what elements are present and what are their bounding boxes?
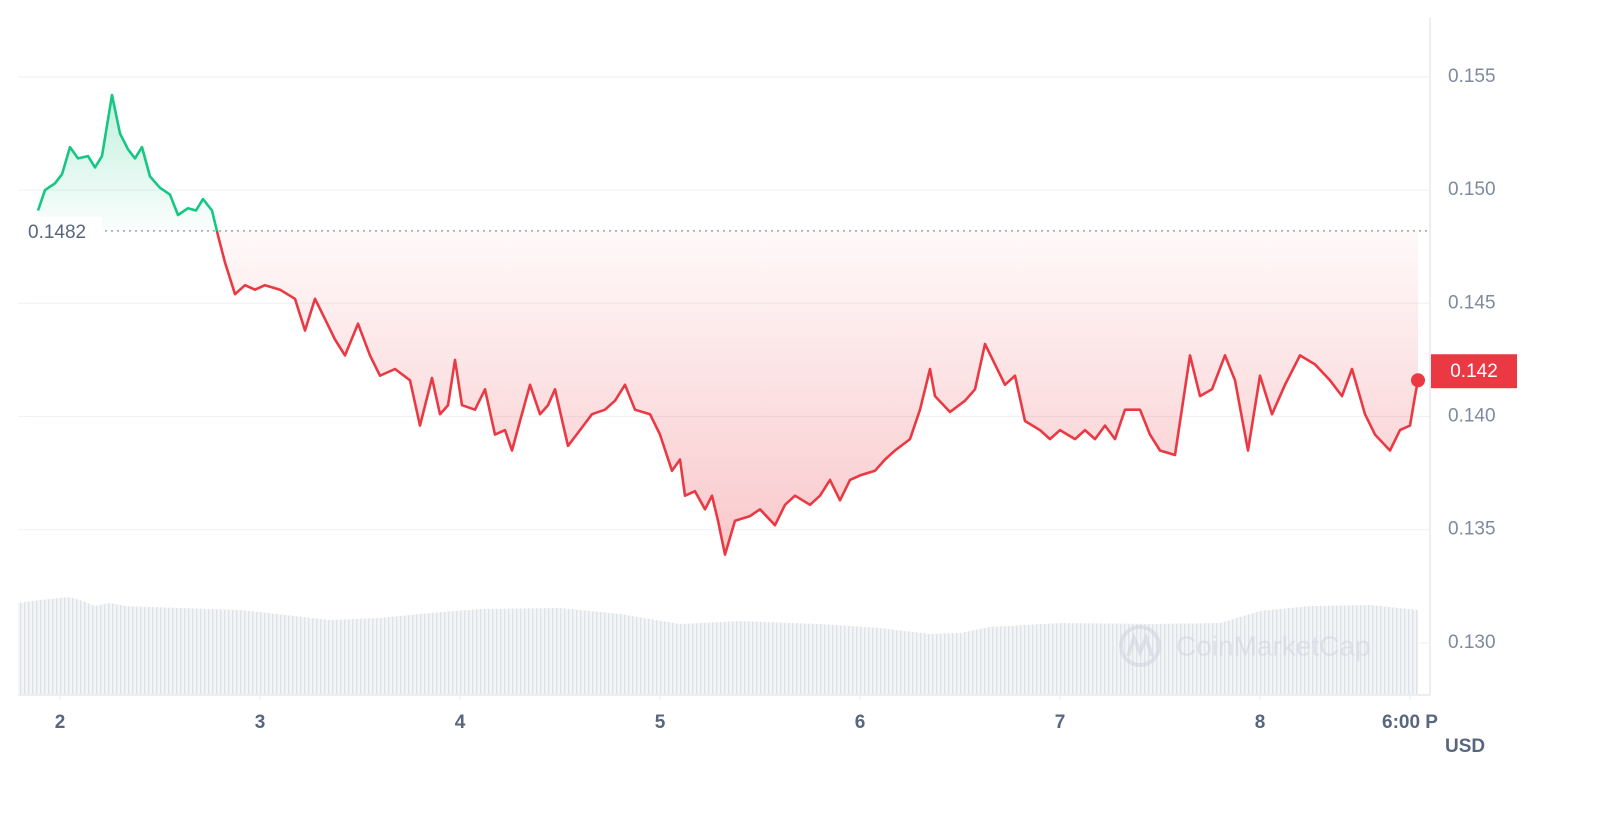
x-tick-label: 4 bbox=[455, 712, 466, 733]
x-tick-label: 3 bbox=[255, 712, 266, 733]
price-area bbox=[38, 95, 1418, 555]
y-tick-label: 0.140 bbox=[1448, 406, 1496, 427]
plot: 0.1482 0.142 bbox=[22, 93, 1517, 556]
x-tick-label: 5 bbox=[655, 712, 666, 733]
y-tick-label: 0.130 bbox=[1448, 632, 1496, 653]
watermark-group: CoinMarketCap bbox=[1119, 625, 1371, 667]
y-tick-label: 0.150 bbox=[1448, 179, 1496, 200]
reference-label: 0.1482 bbox=[28, 222, 86, 243]
y-tick-label: 0.155 bbox=[1448, 66, 1496, 87]
price-line bbox=[36, 93, 1420, 556]
last-price-tag bbox=[1431, 354, 1517, 389]
x-tick-label: 6:00 P bbox=[1382, 712, 1438, 733]
x-tick-label: 6 bbox=[855, 712, 866, 733]
y-tick-label: 0.145 bbox=[1448, 292, 1496, 313]
last-price-label: 0.142 bbox=[1450, 361, 1498, 382]
watermark: CoinMarketCap bbox=[1176, 630, 1371, 661]
x-tick-label: 7 bbox=[1055, 712, 1066, 733]
x-tick-label: 2 bbox=[55, 712, 66, 733]
x-tick-label: 8 bbox=[1255, 712, 1266, 733]
volume-band bbox=[18, 597, 1418, 694]
y-axis-label: USD bbox=[1445, 736, 1485, 757]
reference-label-bg bbox=[22, 216, 102, 245]
last-point bbox=[1411, 373, 1425, 388]
y-tick-label: 0.135 bbox=[1448, 519, 1496, 540]
watermark-logo bbox=[1119, 625, 1161, 667]
watermark-logo-mark bbox=[1126, 632, 1154, 658]
